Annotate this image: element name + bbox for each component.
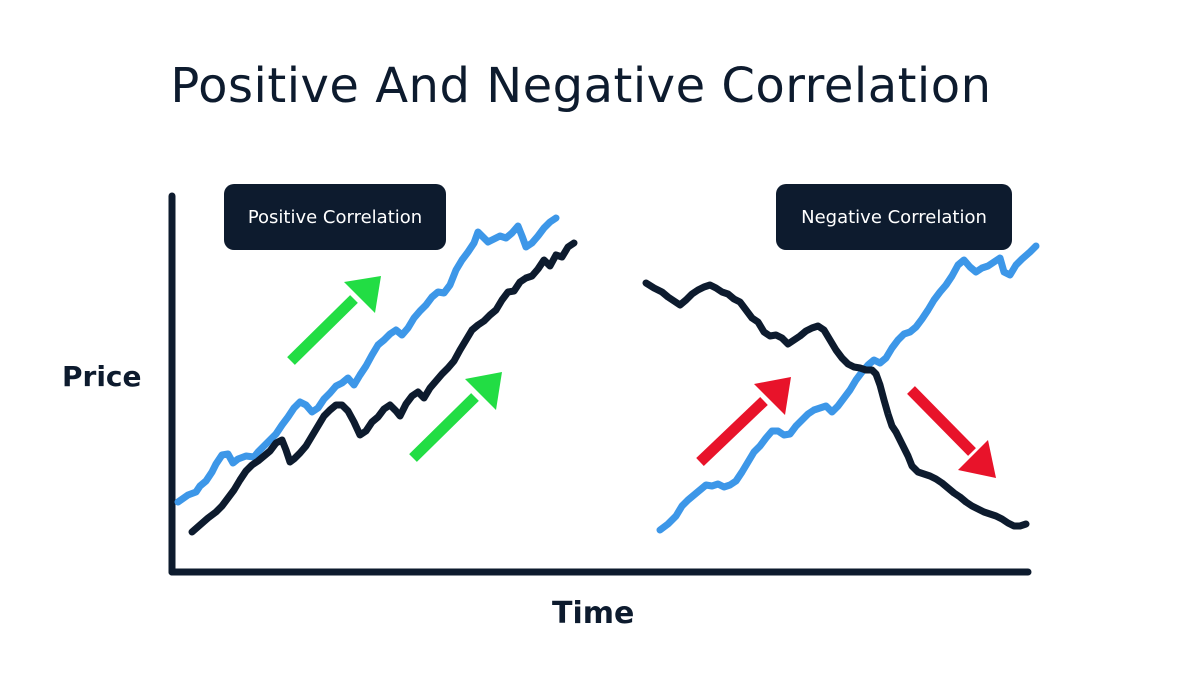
positive-correlation-badge: Positive Correlation (224, 184, 446, 250)
negative-blue-line (656, 242, 1040, 534)
y-axis-label: Price (62, 360, 142, 393)
red-arrow-down (907, 386, 996, 478)
positive-blue-line (174, 214, 560, 506)
green-arrow-upper (287, 276, 381, 365)
negative-dark-line (642, 279, 1030, 530)
page-title: Positive And Negative Correlation (170, 58, 992, 114)
green-arrow-lower (409, 372, 502, 462)
positive-dark-line (188, 239, 578, 536)
x-axis-label: Time (552, 596, 635, 631)
negative-correlation-badge: Negative Correlation (776, 184, 1012, 250)
red-arrow-up (696, 377, 791, 466)
